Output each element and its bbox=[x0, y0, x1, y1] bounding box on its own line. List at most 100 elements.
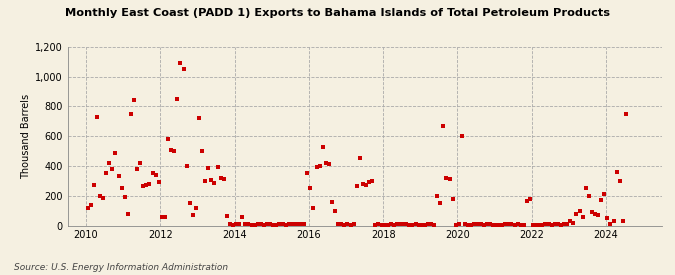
Point bbox=[172, 97, 183, 101]
Point bbox=[605, 222, 616, 226]
Point bbox=[277, 222, 288, 227]
Point bbox=[274, 222, 285, 227]
Point bbox=[395, 222, 406, 226]
Point bbox=[227, 222, 238, 227]
Point bbox=[475, 222, 486, 226]
Point bbox=[491, 222, 502, 227]
Point bbox=[268, 222, 279, 227]
Point bbox=[169, 149, 180, 153]
Point bbox=[255, 222, 266, 226]
Point bbox=[360, 183, 371, 188]
Point bbox=[311, 165, 322, 170]
Point bbox=[82, 205, 93, 210]
Point bbox=[329, 208, 340, 213]
Point bbox=[426, 222, 437, 227]
Point bbox=[518, 222, 529, 227]
Point bbox=[296, 222, 306, 227]
Point bbox=[441, 176, 452, 180]
Point bbox=[546, 222, 557, 227]
Point bbox=[392, 222, 402, 226]
Point bbox=[354, 156, 365, 161]
Point bbox=[265, 222, 275, 226]
Point bbox=[138, 184, 148, 188]
Point bbox=[188, 213, 198, 217]
Point bbox=[252, 222, 263, 227]
Point bbox=[522, 199, 533, 203]
Point bbox=[466, 222, 477, 227]
Point bbox=[596, 198, 607, 202]
Point bbox=[184, 201, 195, 205]
Point bbox=[389, 222, 400, 227]
Point bbox=[240, 222, 251, 226]
Point bbox=[302, 171, 313, 175]
Point bbox=[290, 222, 300, 226]
Point bbox=[537, 222, 548, 227]
Point bbox=[333, 222, 344, 227]
Point bbox=[487, 222, 498, 227]
Point bbox=[410, 222, 421, 226]
Point bbox=[95, 194, 105, 198]
Point bbox=[292, 222, 303, 226]
Point bbox=[116, 186, 127, 191]
Point bbox=[500, 222, 511, 227]
Point bbox=[159, 215, 170, 219]
Point bbox=[534, 222, 545, 227]
Point bbox=[460, 222, 470, 226]
Point bbox=[259, 222, 269, 227]
Point bbox=[503, 222, 514, 226]
Point bbox=[618, 219, 628, 223]
Point bbox=[416, 222, 427, 227]
Point bbox=[113, 174, 124, 178]
Point bbox=[203, 166, 214, 170]
Point bbox=[129, 98, 140, 103]
Point bbox=[456, 134, 467, 138]
Point bbox=[88, 183, 99, 188]
Point bbox=[126, 112, 136, 116]
Point bbox=[119, 195, 130, 199]
Point bbox=[336, 222, 347, 226]
Point bbox=[559, 222, 570, 227]
Point bbox=[478, 222, 489, 227]
Point bbox=[218, 176, 229, 181]
Point bbox=[413, 222, 424, 227]
Point bbox=[540, 222, 551, 226]
Point bbox=[98, 196, 109, 200]
Point bbox=[163, 137, 173, 141]
Point bbox=[556, 222, 566, 227]
Point bbox=[485, 222, 495, 227]
Point bbox=[284, 222, 294, 227]
Point bbox=[571, 211, 582, 216]
Point bbox=[308, 205, 319, 210]
Point bbox=[472, 222, 483, 227]
Point bbox=[438, 123, 449, 128]
Point bbox=[568, 220, 578, 225]
Point bbox=[528, 222, 539, 227]
Point bbox=[321, 161, 331, 165]
Point bbox=[512, 222, 523, 226]
Point bbox=[379, 222, 390, 227]
Point bbox=[190, 205, 201, 210]
Point bbox=[315, 164, 325, 168]
Point bbox=[602, 216, 613, 220]
Point bbox=[565, 219, 576, 223]
Point bbox=[531, 222, 541, 227]
Point bbox=[407, 222, 418, 227]
Point bbox=[404, 222, 414, 227]
Point bbox=[299, 222, 310, 226]
Point bbox=[215, 176, 226, 180]
Point bbox=[107, 167, 117, 171]
Point bbox=[599, 192, 610, 196]
Point bbox=[506, 222, 517, 226]
Point bbox=[101, 171, 111, 175]
Point bbox=[196, 149, 207, 153]
Point bbox=[280, 222, 291, 227]
Point bbox=[151, 173, 161, 177]
Point bbox=[194, 116, 205, 120]
Point bbox=[157, 214, 167, 219]
Point bbox=[175, 61, 186, 65]
Point bbox=[481, 222, 492, 226]
Point bbox=[153, 179, 164, 184]
Point bbox=[549, 222, 560, 226]
Point bbox=[317, 144, 328, 149]
Point bbox=[454, 222, 464, 226]
